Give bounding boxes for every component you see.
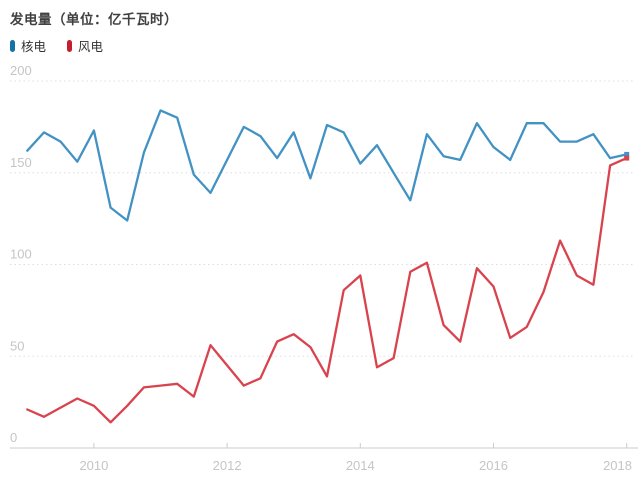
- y-axis-label-0: 0: [10, 430, 17, 445]
- x-axis-label-2018: 2018: [603, 458, 632, 473]
- x-axis-label-2016: 2016: [479, 458, 508, 473]
- x-axis-label-2010: 2010: [79, 458, 108, 473]
- legend-item-wind[interactable]: 风电: [67, 36, 103, 55]
- y-axis-label-200: 200: [10, 63, 32, 78]
- legend-item-nuclear[interactable]: 核电: [10, 36, 46, 55]
- y-axis-label-50: 50: [10, 338, 24, 353]
- nuclear-legend-marker-icon: [10, 39, 15, 52]
- y-axis-label-150: 150: [10, 155, 32, 170]
- nuclear-power-line: [26, 109, 628, 222]
- wind-power-line: [26, 156, 628, 424]
- wind-legend-marker-icon: [67, 39, 73, 52]
- x-axis-label-2012: 2012: [213, 458, 242, 473]
- chart-title: 发电量（单位：亿千瓦时）: [10, 12, 178, 27]
- legend-label-wind: 风电: [78, 40, 104, 54]
- chart-legend: 核电 风电: [10, 36, 124, 55]
- nuclear-power-endpoint-marker: [624, 151, 630, 157]
- y-axis-label-100: 100: [10, 247, 32, 262]
- legend-label-nuclear: 核电: [21, 40, 47, 54]
- x-axis-label-2014: 2014: [346, 458, 375, 473]
- wind-power-endpoint-marker: [624, 155, 630, 161]
